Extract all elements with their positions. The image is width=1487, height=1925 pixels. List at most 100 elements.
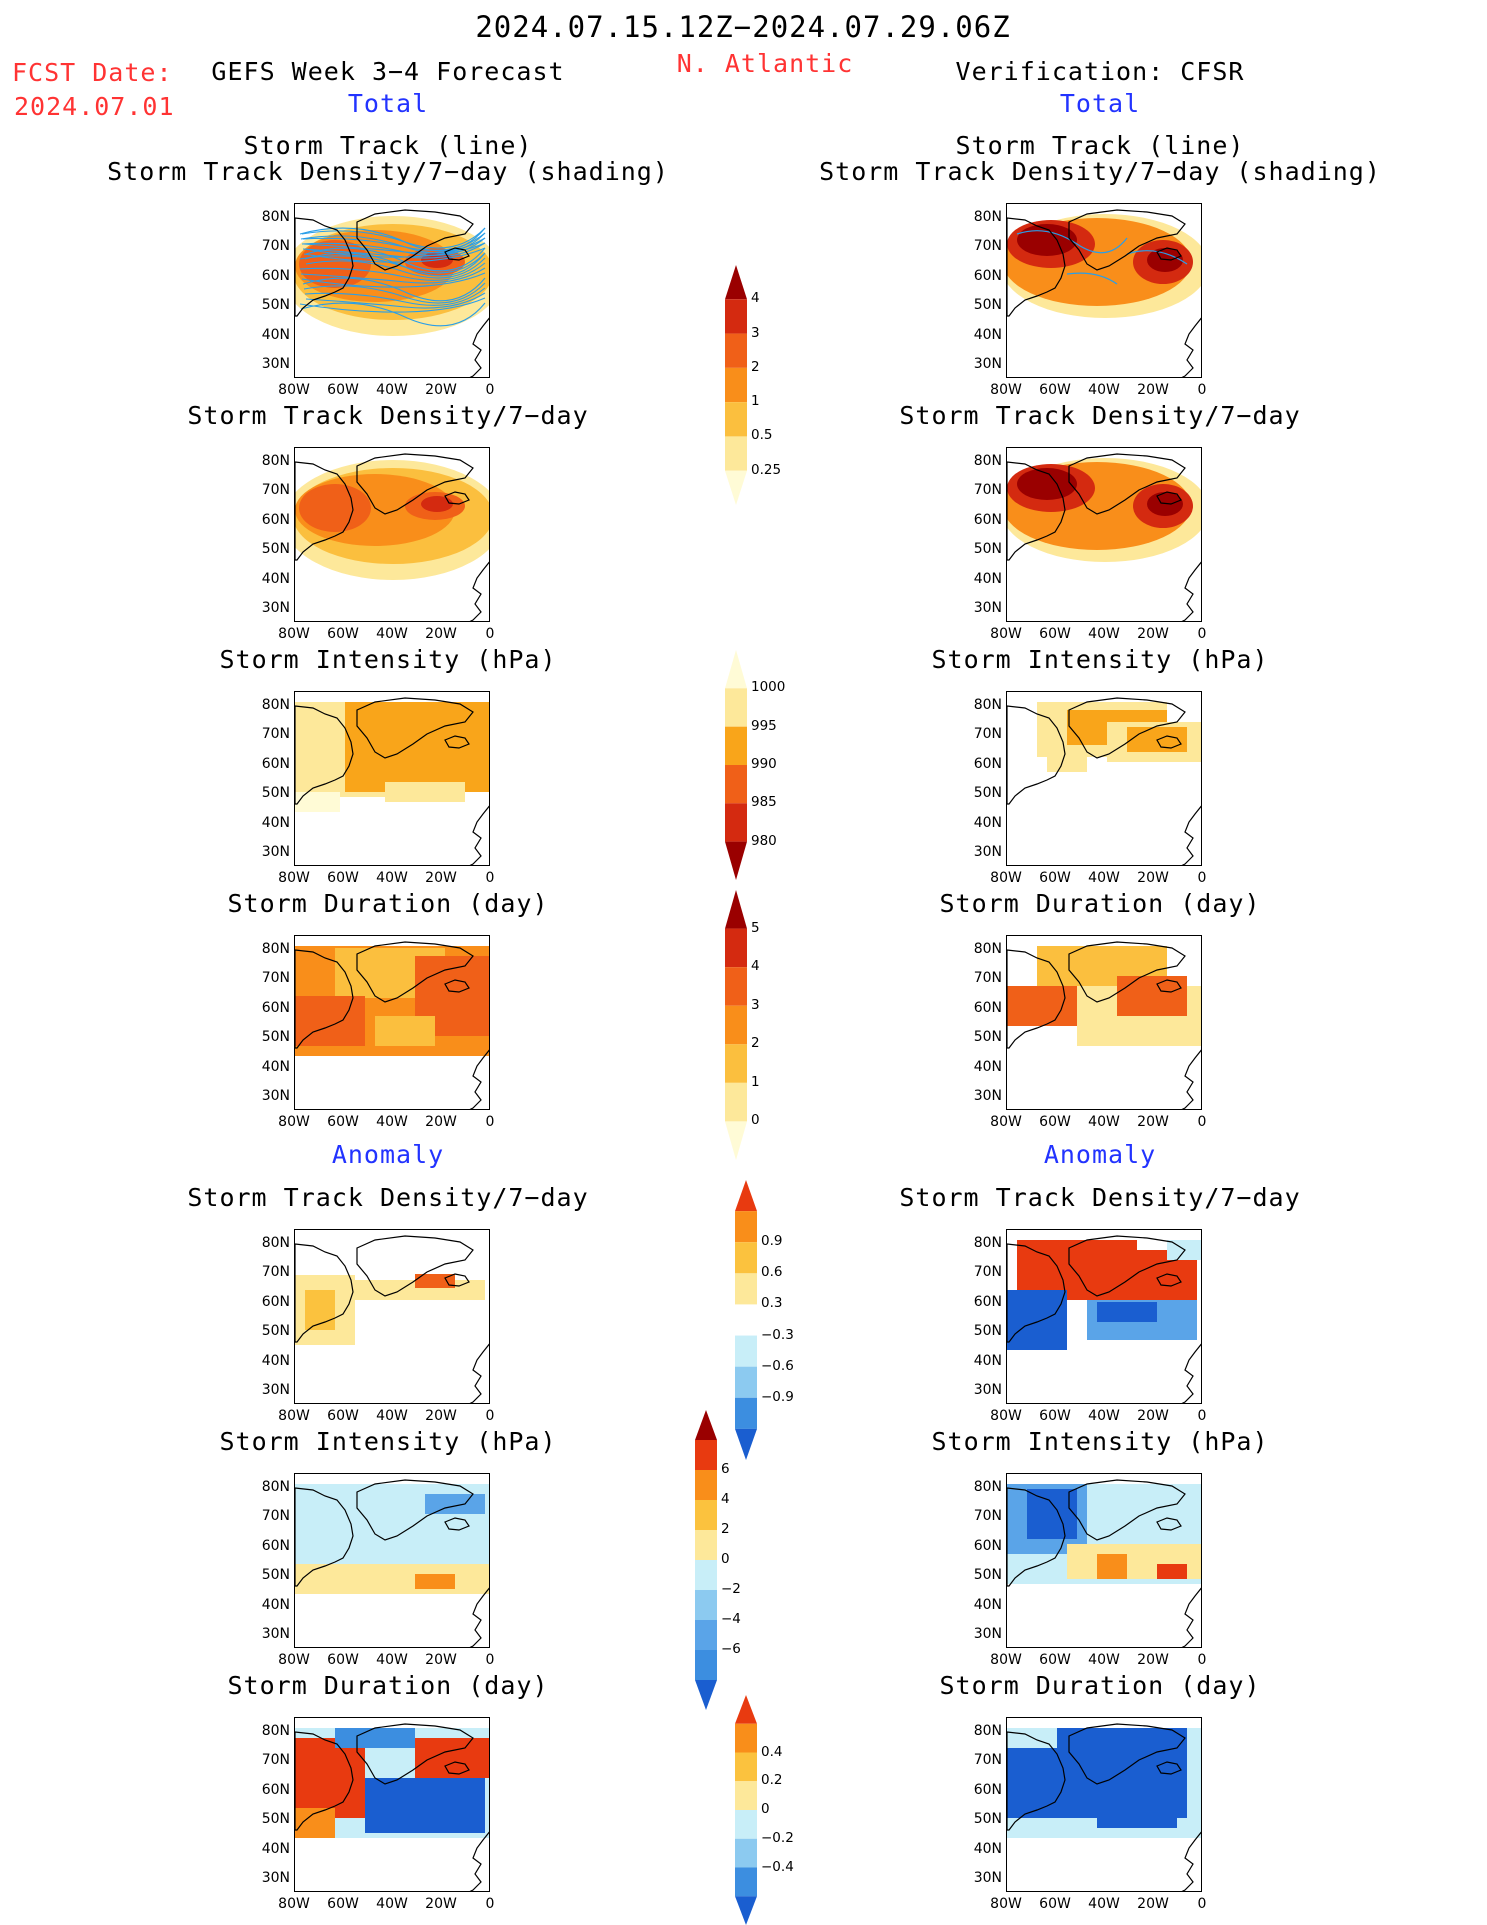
lat-label: 40N	[261, 1840, 290, 1857]
lat-label: 80N	[973, 209, 1002, 225]
colorbar-segment	[725, 688, 747, 727]
lon-label: 60W	[1039, 1652, 1071, 1668]
map-anom-intensity-right	[1006, 1473, 1202, 1648]
lat-label: 40N	[973, 1840, 1002, 1857]
lon-label: 20W	[425, 1896, 457, 1912]
colorbar-tick-label: 0.3	[761, 1295, 783, 1312]
colorbar-tick-label: 4	[721, 1491, 730, 1507]
colorbar-tick-label: 990	[751, 756, 777, 772]
lat-label: 50N	[973, 785, 1002, 802]
map-intensity-left	[294, 691, 490, 866]
lat-label: 80N	[261, 209, 290, 225]
colorbar-segment	[735, 1752, 757, 1782]
lon-label: 40W	[1088, 626, 1120, 642]
lat-label: 40N	[261, 1058, 290, 1075]
title-duration-right: Storm Duration (day)	[939, 889, 1261, 918]
lat-label: 60N	[973, 1537, 1002, 1554]
colorbar-segment	[735, 1867, 757, 1897]
colorbar-tick-label: 2	[751, 1035, 760, 1052]
title-anom-density-left: Storm Track Density/7−day	[187, 1183, 589, 1212]
left-total-label: Total	[347, 89, 429, 118]
colorbar-segment	[725, 803, 747, 842]
colorbar-tick-label: 1	[751, 1073, 760, 1090]
lat-label: 60N	[973, 1781, 1002, 1798]
lat-label: 50N	[261, 785, 290, 802]
colorbar-tick-label: −0.9	[761, 1388, 794, 1405]
lat-label: 50N	[973, 1323, 1002, 1340]
colorbar-segment	[725, 436, 747, 471]
lon-label: 20W	[1137, 382, 1169, 398]
lon-label: 60W	[327, 626, 359, 642]
period-title: 2024.07.15.12Z−2024.07.29.06Z	[475, 10, 1011, 44]
lon-label: 20W	[425, 1408, 457, 1424]
lon-label: 40W	[376, 1408, 408, 1424]
colorbar-segment	[695, 1500, 717, 1530]
lat-label: 70N	[973, 970, 1002, 987]
right-anomaly-label: Anomaly	[1043, 1140, 1157, 1169]
lat-label: 80N	[973, 1235, 1002, 1251]
lon-label: 20W	[1137, 1896, 1169, 1912]
lon-label: 0	[1197, 1652, 1207, 1668]
lon-label: 0	[1197, 870, 1207, 886]
colorbar-tick-label: −4	[721, 1611, 741, 1627]
colorbar-segment	[725, 967, 747, 1006]
lat-label: 80N	[973, 1479, 1002, 1495]
lat-label: 40N	[973, 1352, 1002, 1369]
colorbar-segment	[725, 1121, 747, 1160]
lon-label: 40W	[1088, 870, 1120, 886]
colorbar-tick-label: −0.4	[761, 1858, 794, 1875]
lat-label: 30N	[973, 1382, 1002, 1398]
colorbar-segment	[725, 299, 747, 334]
colorbar-segment	[695, 1650, 717, 1680]
lon-label: 40W	[376, 382, 408, 398]
lat-label: 80N	[973, 453, 1002, 469]
lat-label: 80N	[261, 1479, 290, 1495]
map-density-left	[294, 447, 490, 622]
lat-label: 50N	[261, 1029, 290, 1046]
colorbar-segment	[735, 1180, 757, 1212]
lon-label: 40W	[376, 1114, 408, 1130]
lat-label: 70N	[261, 1508, 290, 1525]
colorbar-density-total	[725, 265, 747, 505]
title-anom-intensity-left: Storm Intensity (hPa)	[219, 1427, 557, 1456]
lon-label: 40W	[376, 1652, 408, 1668]
lat-label: 70N	[261, 482, 290, 499]
lat-label: 50N	[973, 1811, 1002, 1828]
colorbar-segment	[695, 1470, 717, 1500]
lon-label: 40W	[376, 870, 408, 886]
map-anom-duration-left	[294, 1717, 490, 1892]
lat-label: 70N	[973, 238, 1002, 255]
map-duration-right	[1006, 935, 1202, 1110]
lon-label: 80W	[990, 382, 1022, 398]
lat-label: 80N	[973, 941, 1002, 957]
lat-label: 80N	[973, 1723, 1002, 1739]
left-anomaly-label: Anomaly	[331, 1140, 445, 1169]
lon-label: 60W	[327, 382, 359, 398]
lat-label: 60N	[261, 1537, 290, 1554]
colorbar-tick-label: −0.2	[761, 1829, 794, 1846]
lat-label: 40N	[973, 1596, 1002, 1613]
lon-label: 60W	[1039, 1114, 1071, 1130]
lon-label: 20W	[425, 626, 457, 642]
lat-label: 80N	[261, 453, 290, 469]
colorbar-segment	[735, 1896, 757, 1925]
map-intensity-right	[1006, 691, 1202, 866]
colorbar-segment	[725, 265, 747, 300]
lon-label: 20W	[425, 382, 457, 398]
lat-label: 70N	[973, 726, 1002, 743]
colorbar-segment	[735, 1428, 757, 1460]
colorbar-segment	[725, 402, 747, 437]
lon-label: 60W	[327, 1896, 359, 1912]
lat-label: 50N	[973, 1567, 1002, 1584]
lat-label: 70N	[261, 726, 290, 743]
colorbar-tick-label: −0.3	[761, 1326, 794, 1343]
colorbar-segment	[735, 1211, 757, 1243]
lon-label: 0	[1197, 1896, 1207, 1912]
model-title: GEFS Week 3−4 Forecast	[211, 57, 565, 86]
lon-label: 20W	[425, 870, 457, 886]
lon-label: 40W	[1088, 1896, 1120, 1912]
lon-label: 40W	[1088, 382, 1120, 398]
colorbar-tick-label: 1	[751, 393, 760, 410]
colorbar-segment	[695, 1560, 717, 1590]
lat-label: 60N	[973, 511, 1002, 528]
